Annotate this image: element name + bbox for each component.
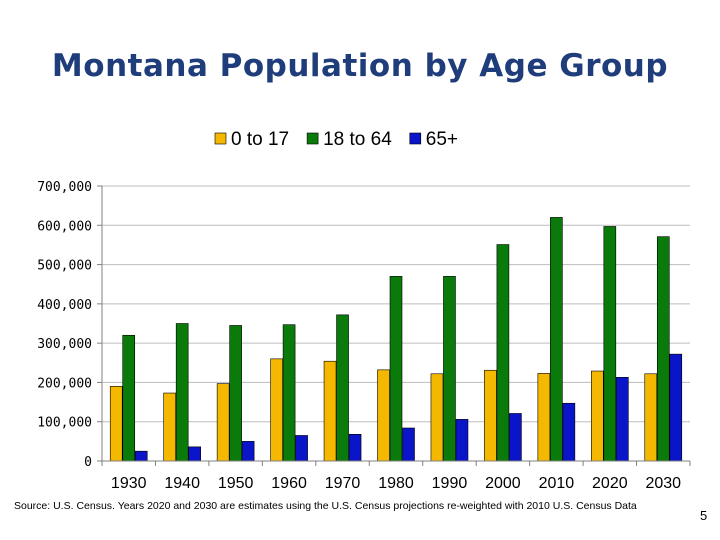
bar-18-to-64-1950 <box>229 325 242 462</box>
bar-18-to-64-1930 <box>122 334 136 462</box>
bar-chart: 0 100,000 200,000 300,000 400,000 500,000 600,… <box>37 129 691 492</box>
legend-label: 65+ <box>426 129 458 150</box>
source-note: Source: U.S. Census. Years 2020 and 2030… <box>14 500 637 512</box>
bar-65--1980 <box>402 427 415 462</box>
x-tick-label: 1990 <box>432 475 468 492</box>
bar-0-to-17-2000 <box>484 369 497 462</box>
bar-18-to-64-2010 <box>550 217 563 462</box>
legend-label: 18 to 64 <box>323 129 392 150</box>
bar-18-to-64-2030 <box>656 236 670 462</box>
y-tick-label: 200,000 <box>37 376 92 391</box>
bar-0-to-17-2010 <box>537 373 551 462</box>
y-tick-label: 100,000 <box>37 416 92 431</box>
y-tick-label: 600,000 <box>37 219 92 234</box>
x-tick-label: 1970 <box>325 475 361 492</box>
legend-label: 0 to 17 <box>231 129 289 150</box>
legend-swatch <box>306 132 319 145</box>
bar-0-to-17-1930 <box>109 386 123 462</box>
legend-swatch <box>214 132 227 145</box>
bar-18-to-64-1990 <box>443 276 456 462</box>
bar-65--1940 <box>188 446 201 462</box>
x-tick-label: 2000 <box>485 475 521 492</box>
chart-title: Montana Population by Age Group <box>51 48 669 84</box>
bar-65--1970 <box>348 433 362 462</box>
x-tick-label: 1960 <box>271 475 307 492</box>
x-tick-label: 1940 <box>164 475 200 492</box>
bar-18-to-64-1960 <box>282 324 296 462</box>
x-tick-label: 2020 <box>592 475 628 492</box>
bar-65--1950 <box>241 441 255 462</box>
bar-0-to-17-2020 <box>591 370 604 462</box>
legend-swatch <box>409 132 422 145</box>
x-tick-label: 1980 <box>378 475 414 492</box>
x-tick-label: 2010 <box>539 475 575 492</box>
bar-18-to-64-2020 <box>603 226 617 462</box>
y-tick-label: 0 <box>84 455 92 470</box>
bar-65--2010 <box>562 402 576 462</box>
page-number: 5 <box>700 508 708 523</box>
bar-65--1960 <box>295 435 308 462</box>
bar-65--1930 <box>134 450 148 462</box>
bar-0-to-17-1970 <box>323 360 337 462</box>
y-tick-label: 400,000 <box>37 298 92 313</box>
bar-0-to-17-2030 <box>644 373 658 462</box>
x-tick-label: 2030 <box>645 475 681 492</box>
bar-65--2030 <box>669 353 683 462</box>
x-tick-label: 1950 <box>218 475 254 492</box>
bar-65--2000 <box>509 413 522 462</box>
y-tick-label: 700,000 <box>37 180 92 195</box>
bar-18-to-64-1970 <box>336 314 349 462</box>
bar-18-to-64-1940 <box>175 323 189 462</box>
y-tick-label: 300,000 <box>37 337 92 352</box>
bar-18-to-64-1980 <box>389 276 403 462</box>
bar-18-to-64-2000 <box>496 244 510 462</box>
bar-0-to-17-1960 <box>270 358 283 462</box>
x-tick-label: 1930 <box>111 475 147 492</box>
bar-65--2020 <box>616 377 629 462</box>
bar-65--1990 <box>455 419 469 462</box>
bar-0-to-17-1980 <box>377 369 390 462</box>
y-tick-label: 500,000 <box>37 259 92 274</box>
bar-0-to-17-1940 <box>163 392 176 462</box>
bar-0-to-17-1950 <box>216 383 230 462</box>
bar-0-to-17-1990 <box>430 373 444 462</box>
